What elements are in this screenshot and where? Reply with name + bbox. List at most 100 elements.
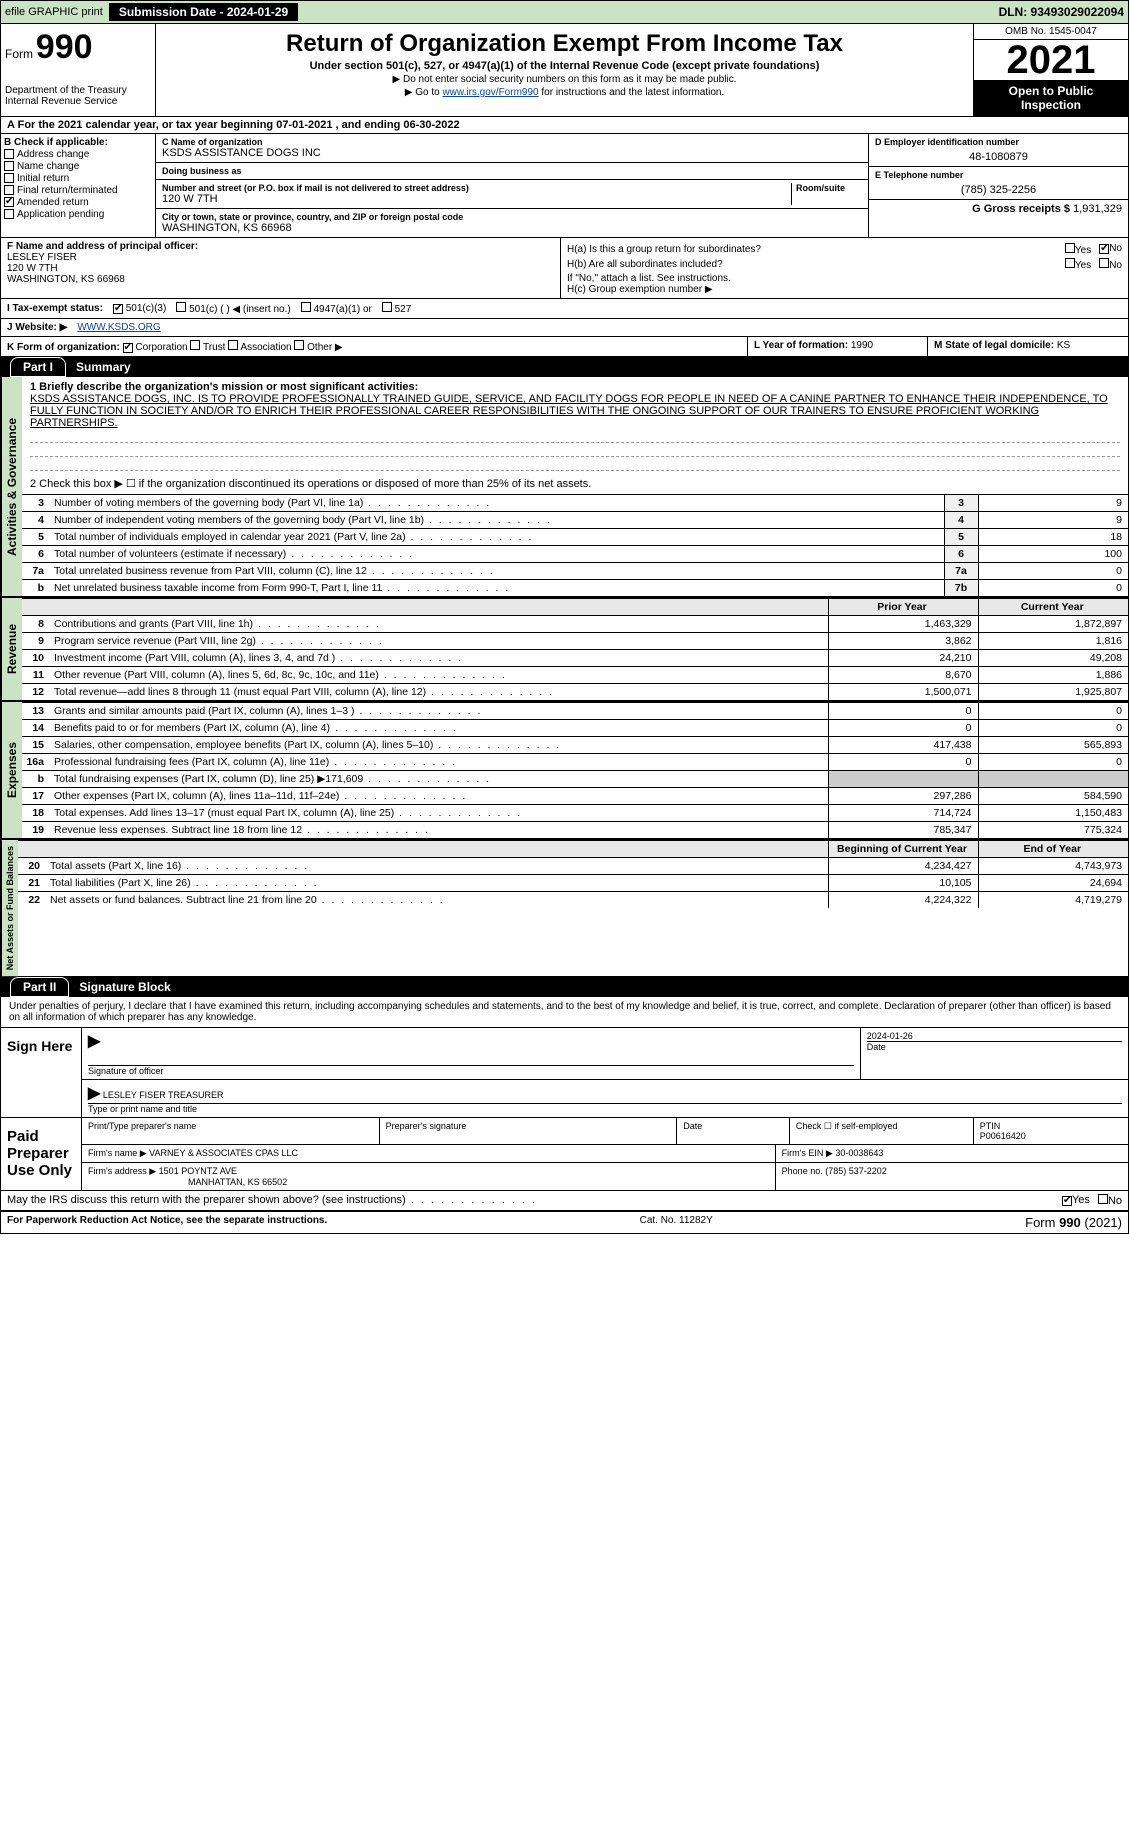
- arrow-icon: ▶: [88, 1085, 100, 1102]
- gross-receipts-label: G Gross receipts $: [972, 203, 1070, 215]
- 4947-checkbox[interactable]: [301, 302, 311, 312]
- form-number: 990: [36, 28, 93, 66]
- net-vert-label: Net Assets or Fund Balances: [1, 840, 18, 976]
- hb-note: If "No," attach a list. See instructions…: [567, 273, 1122, 284]
- ptin-value: P00616420: [980, 1131, 1122, 1141]
- city-value: WASHINGTON, KS 66968: [162, 222, 862, 234]
- rowk-opt-3: Other ▶: [307, 342, 342, 353]
- note2-pre: ▶ Go to: [405, 87, 443, 98]
- rowk-checkbox-2[interactable]: [228, 340, 238, 350]
- table-row: 5 Total number of individuals employed i…: [22, 529, 1128, 546]
- rowk-checkbox-1[interactable]: [190, 340, 200, 350]
- website-link[interactable]: WWW.KSDS.ORG: [77, 322, 160, 333]
- irs-link[interactable]: www.irs.gov/Form990: [442, 87, 538, 98]
- table-row: 19 Revenue less expenses. Subtract line …: [22, 822, 1128, 839]
- self-employed-label: Check ☐ if self-employed: [790, 1118, 974, 1144]
- tax-year: 2021: [974, 40, 1128, 80]
- firm-addr2: MANHATTAN, KS 66502: [188, 1177, 769, 1187]
- paid-preparer-label: Paid Preparer Use Only: [1, 1118, 81, 1190]
- table-row: b Total fundraising expenses (Part IX, c…: [22, 771, 1128, 788]
- table-row: 21 Total liabilities (Part X, line 26) 1…: [18, 875, 1128, 892]
- table-row: b Net unrelated business taxable income …: [22, 580, 1128, 597]
- discuss-yes-checkbox[interactable]: [1062, 1196, 1072, 1206]
- opt-527: 527: [395, 304, 412, 315]
- section-fh: F Name and address of principal officer:…: [0, 238, 1129, 299]
- hb-no-checkbox[interactable]: [1099, 258, 1109, 268]
- type-name-label: Type or print name and title: [88, 1103, 1122, 1114]
- table-row: 11 Other revenue (Part VIII, column (A),…: [22, 667, 1128, 684]
- table-row: 12 Total revenue—add lines 8 through 11 …: [22, 684, 1128, 701]
- sign-here-label: Sign Here: [1, 1028, 81, 1117]
- officer-addr1: 120 W 7TH: [7, 263, 554, 274]
- blank-line: [30, 431, 1120, 443]
- box-c: C Name of organization KSDS ASSISTANCE D…: [156, 134, 868, 237]
- part1-header: Part I Summary: [0, 357, 1129, 377]
- boxb-label-4: Amended return: [17, 197, 89, 208]
- table-row: 17 Other expenses (Part IX, column (A), …: [22, 788, 1128, 805]
- boxb-checkbox-4[interactable]: [4, 197, 14, 207]
- form-header: Form 990 Department of the Treasury Inte…: [0, 24, 1129, 117]
- row-i-label: I Tax-exempt status:: [7, 303, 103, 314]
- dept-irs: Internal Revenue Service: [5, 96, 151, 107]
- yes-label: Yes: [1075, 245, 1091, 256]
- firm-phone-label: Phone no.: [782, 1166, 823, 1176]
- efile-label: efile GRAPHIC print: [5, 6, 103, 18]
- row-m-value: KS: [1057, 340, 1070, 351]
- opt-501c3: 501(c)(3): [126, 303, 167, 314]
- boxb-checkbox-3[interactable]: [4, 185, 14, 195]
- boxb-label-0: Address change: [17, 149, 89, 160]
- no-label: No: [1109, 243, 1122, 254]
- 527-checkbox[interactable]: [382, 302, 392, 312]
- boxb-checkbox-2[interactable]: [4, 173, 14, 183]
- period-text: For the 2021 calendar year, or tax year …: [18, 119, 460, 131]
- table-row: 15 Salaries, other compensation, employe…: [22, 737, 1128, 754]
- hb-yes-checkbox[interactable]: [1065, 258, 1075, 268]
- ha-yes-checkbox[interactable]: [1065, 243, 1075, 253]
- table-row: 18 Total expenses. Add lines 13–17 (must…: [22, 805, 1128, 822]
- revenue-table: Prior YearCurrent Year 8 Contributions a…: [22, 598, 1128, 700]
- opt-4947: 4947(a)(1) or: [313, 304, 371, 315]
- boxb-checkbox-5[interactable]: [4, 209, 14, 219]
- line1-label: 1 Briefly describe the organization's mi…: [30, 381, 1120, 393]
- table-row: 8 Contributions and grants (Part VIII, l…: [22, 616, 1128, 633]
- discuss-no-checkbox[interactable]: [1098, 1194, 1108, 1204]
- rowk-checkbox-0[interactable]: [123, 343, 133, 353]
- submission-date-button[interactable]: Submission Date - 2024-01-29: [109, 3, 298, 21]
- rev-vert-label: Revenue: [1, 598, 22, 700]
- row-klm: K Form of organization: Corporation Trus…: [0, 337, 1129, 357]
- page-footer: For Paperwork Reduction Act Notice, see …: [0, 1212, 1129, 1234]
- firm-addr1: 1501 POYNTZ AVE: [159, 1166, 237, 1176]
- boxb-checkbox-1[interactable]: [4, 161, 14, 171]
- form-note1: ▶ Do not enter social security numbers o…: [160, 74, 969, 85]
- phone-value: (785) 325-2256: [875, 184, 1122, 196]
- org-name: KSDS ASSISTANCE DOGS INC: [162, 147, 862, 159]
- firm-phone: (785) 537-2202: [825, 1166, 887, 1176]
- row-l-value: 1990: [851, 340, 873, 351]
- boxb-checkbox-0[interactable]: [4, 149, 14, 159]
- rowk-checkbox-3[interactable]: [294, 340, 304, 350]
- phone-label: E Telephone number: [875, 170, 1122, 180]
- row-k-label: K Form of organization:: [7, 342, 120, 353]
- part1-tag: Part I: [10, 357, 66, 377]
- 501c3-checkbox[interactable]: [113, 304, 123, 314]
- sig-officer-label: Signature of officer: [88, 1065, 854, 1076]
- ha-no-checkbox[interactable]: [1099, 244, 1109, 254]
- topbar: efile GRAPHIC print Submission Date - 20…: [0, 0, 1129, 24]
- firm-name-label: Firm's name ▶: [88, 1148, 147, 1158]
- row-j-label: J Website: ▶: [7, 322, 67, 333]
- firm-name: VARNEY & ASSOCIATES CPAS LLC: [149, 1148, 298, 1158]
- table-row: 7a Total unrelated business revenue from…: [22, 563, 1128, 580]
- officer-typed-name: LESLEY FISER TREASURER: [103, 1090, 224, 1100]
- boxb-label-1: Name change: [17, 161, 79, 172]
- row-l-label: L Year of formation:: [754, 340, 848, 351]
- org-name-label: C Name of organization: [162, 137, 862, 147]
- box-f: F Name and address of principal officer:…: [1, 238, 561, 298]
- hc-label: H(c) Group exemption number ▶: [567, 284, 1122, 295]
- 501c-checkbox[interactable]: [176, 302, 186, 312]
- city-label: City or town, state or province, country…: [162, 212, 862, 222]
- boxb-label-3: Final return/terminated: [17, 185, 118, 196]
- print-name-label: Print/Type preparer's name: [82, 1118, 380, 1144]
- governance-table: 3 Number of voting members of the govern…: [22, 494, 1128, 596]
- part2-title: Signature Block: [69, 978, 180, 996]
- discuss-no: No: [1108, 1195, 1122, 1207]
